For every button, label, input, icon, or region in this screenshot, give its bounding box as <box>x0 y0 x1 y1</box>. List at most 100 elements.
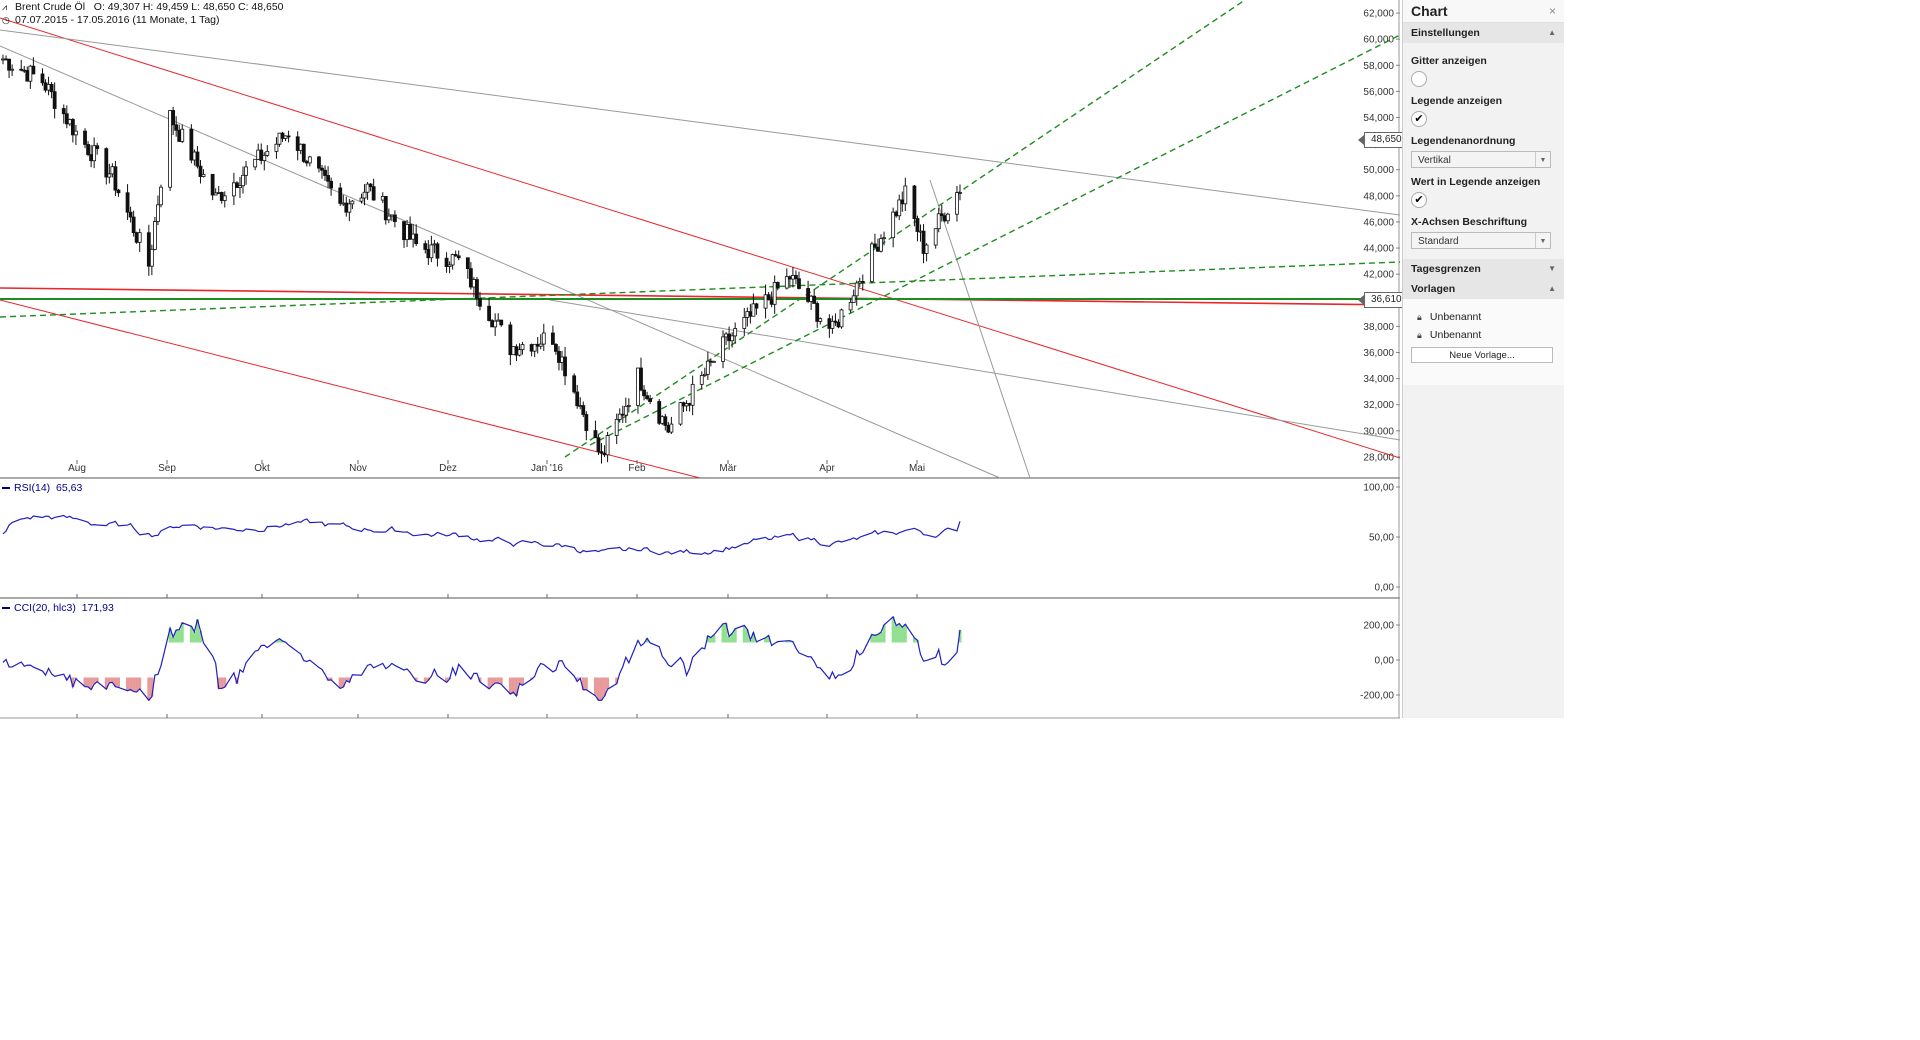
grid-toggle[interactable] <box>1411 71 1427 87</box>
price-tick-label: 44,000 <box>1363 244 1394 255</box>
candle-body <box>265 150 270 156</box>
cci-line <box>2 615 961 702</box>
chevron-down-icon: ▼ <box>1535 233 1550 248</box>
candle-body <box>581 405 586 415</box>
last-price-tag: 48,650 <box>1358 132 1407 148</box>
candle-body <box>344 202 349 213</box>
candle-body <box>180 128 185 142</box>
candle-body <box>851 295 856 303</box>
price-tick-label: 56,000 <box>1363 87 1394 98</box>
candle-body <box>787 276 792 280</box>
candle-body <box>393 214 397 222</box>
candle-body <box>402 221 406 241</box>
close-icon[interactable]: × <box>1548 4 1556 18</box>
candle-body <box>222 195 227 201</box>
chart-canvas[interactable]: 62,00060,00058,00056,00054,00052,00050,0… <box>0 0 1400 720</box>
candle-body <box>578 405 583 407</box>
candle-body <box>472 279 476 288</box>
rsi-value: 65,63 <box>56 482 83 494</box>
candle-body <box>253 158 258 168</box>
candle-body <box>648 398 653 402</box>
new-template-button[interactable]: Neue Vorlage... <box>1411 347 1553 363</box>
candle-body <box>74 130 78 136</box>
candle-body <box>256 149 261 160</box>
candle-body <box>669 423 674 433</box>
lock-icon: 🔒︎ <box>1417 312 1422 322</box>
candle-body <box>806 288 810 302</box>
candle-body <box>712 360 716 363</box>
candle-body <box>645 395 649 400</box>
settings-section-header[interactable]: Einstellungen ▲ <box>1403 23 1564 43</box>
candle-body <box>323 169 327 176</box>
rsi-name: RSI(14) <box>14 482 51 494</box>
day-limits-label: Tagesgrenzen <box>1411 263 1481 275</box>
template-item[interactable]: 🔒︎ Unbenannt <box>1411 329 1556 341</box>
candle-body <box>137 232 142 243</box>
cci-oversold-fill <box>65 677 837 701</box>
candle-body <box>705 360 710 375</box>
candle-body <box>912 185 917 219</box>
candle-body <box>945 213 950 222</box>
candle-body <box>557 351 561 363</box>
candle-body <box>921 230 926 254</box>
candle-body <box>854 282 859 297</box>
candle-body <box>64 113 69 125</box>
candle-body <box>724 333 728 338</box>
candle-body <box>499 319 504 326</box>
candle-body <box>450 254 455 266</box>
time-tick-label: Feb <box>628 463 646 474</box>
candle-body <box>869 243 874 282</box>
candle-body <box>535 343 540 347</box>
candle-body <box>860 281 865 283</box>
time-tick-label: Dez <box>439 463 457 474</box>
candle-body <box>125 192 130 213</box>
templates-section-header[interactable]: Vorlagen ▲ <box>1403 279 1564 299</box>
candle-body <box>681 402 686 407</box>
candle-body <box>876 246 880 252</box>
rsi-tick-label: 100,00 <box>1363 483 1394 494</box>
candle-body <box>657 401 662 424</box>
price-tick-label: 48,000 <box>1363 191 1394 202</box>
chart-area[interactable]: 62,00060,00058,00056,00054,00052,00050,0… <box>0 0 1407 720</box>
template-item[interactable]: 🔒︎ Unbenannt <box>1411 311 1556 323</box>
day-limits-section-header[interactable]: Tagesgrenzen ▼ <box>1403 259 1564 279</box>
price-tick-label: 60,000 <box>1363 35 1394 46</box>
candle-body <box>620 413 625 416</box>
candle-body <box>605 435 610 456</box>
legend-order-select[interactable]: Vertikal ▼ <box>1411 151 1551 168</box>
candle-body <box>453 254 458 257</box>
candle-body <box>371 186 376 201</box>
candle-body <box>432 243 437 246</box>
value-in-legend-toggle[interactable]: ✔ <box>1411 192 1427 208</box>
rsi-legend: RSI(14) 65,63 <box>2 482 82 494</box>
candle-body <box>195 151 200 167</box>
candle-body <box>405 224 409 241</box>
candle-body <box>636 367 640 406</box>
candle-body <box>104 148 109 178</box>
candle-body <box>763 294 768 309</box>
candle-body <box>28 65 33 82</box>
candle-body <box>794 275 798 280</box>
candle-body <box>836 321 841 328</box>
candle-body <box>775 282 780 289</box>
candle-body <box>146 232 151 267</box>
candle-body <box>329 180 334 189</box>
candle-body <box>347 203 352 213</box>
x-axis-select[interactable]: Standard ▼ <box>1411 232 1551 249</box>
candle-body <box>830 320 835 329</box>
candle-body <box>617 413 622 420</box>
candle-body <box>383 196 388 221</box>
candle-body <box>487 305 491 321</box>
price-tick-label: 30,000 <box>1363 426 1394 437</box>
candle-body <box>666 425 671 433</box>
candle-body <box>699 375 704 385</box>
candle-body <box>684 403 689 407</box>
candle-body <box>380 196 385 201</box>
time-tick-label: Jan '16 <box>531 463 563 474</box>
time-tick-label: Mär <box>719 463 737 474</box>
legend-toggle[interactable]: ✔ <box>1411 111 1427 127</box>
candle-body <box>326 175 330 182</box>
candle-body <box>238 185 242 188</box>
range-legend: ◷ 07.07.2015 - 17.05.2016 (11 Monate, 1 T… <box>2 14 220 26</box>
candle-body <box>879 238 883 252</box>
